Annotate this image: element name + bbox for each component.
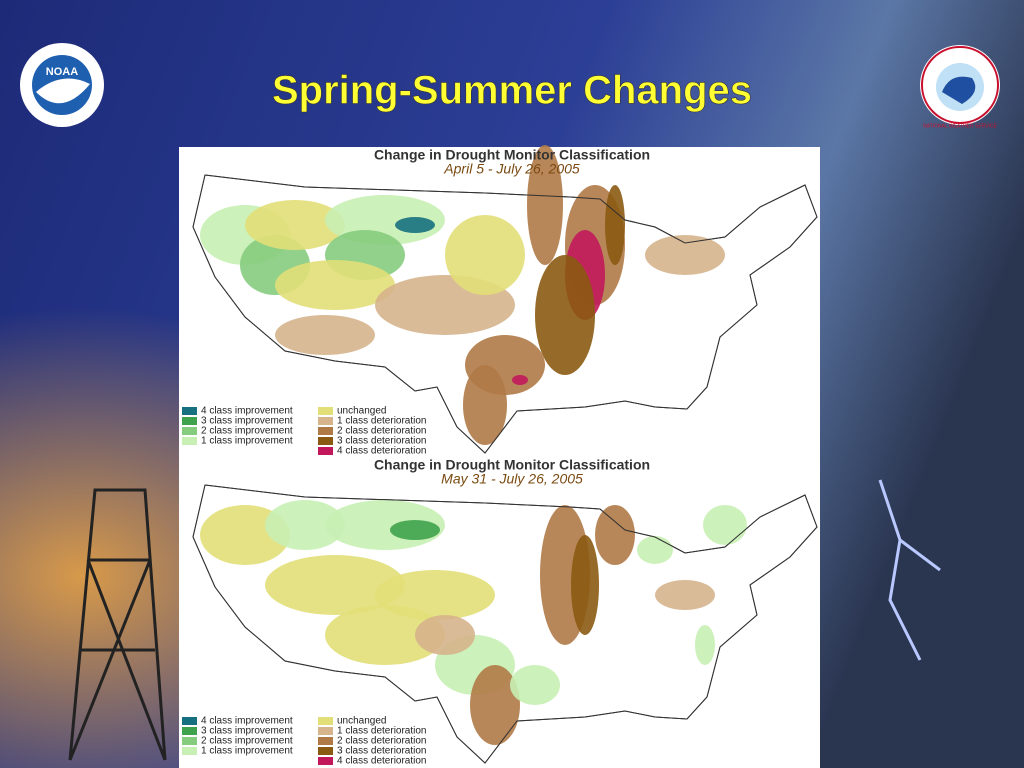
drought-region (245, 200, 345, 250)
nws-logo-text: NATIONAL WEATHER SERVICE (923, 123, 997, 129)
map-title: Change in Drought Monitor Classification (374, 147, 650, 163)
legend-swatch (182, 717, 197, 725)
legend-label: unchanged (337, 406, 387, 417)
legend-label: 4 class deterioration (337, 756, 427, 767)
legend-swatch (318, 737, 333, 745)
drought-region (265, 555, 405, 615)
drought-region (637, 536, 673, 564)
state-lines (192, 174, 818, 454)
legend-label: 1 class improvement (201, 436, 293, 447)
legend-label: 3 class deterioration (337, 436, 427, 447)
drought-region (571, 535, 599, 635)
legend-swatch (182, 437, 197, 445)
drought-region (463, 365, 507, 445)
drought-region (445, 215, 525, 295)
drought-region (535, 255, 595, 375)
legend-label: 3 class deterioration (337, 746, 427, 757)
drought-region (655, 580, 715, 610)
drought-map (192, 484, 818, 764)
legend-label: 4 class improvement (201, 406, 293, 417)
legend-swatch (182, 737, 197, 745)
maps: Change in Drought Monitor Classification… (182, 145, 818, 767)
drought-region (325, 605, 445, 665)
legend-swatch (182, 407, 197, 415)
legend-swatch (318, 757, 333, 765)
legend-label: 3 class improvement (201, 726, 293, 737)
legend-label: unchanged (337, 716, 387, 727)
map-subtitle: May 31 - July 26, 2005 (441, 471, 583, 487)
legend-swatch (182, 417, 197, 425)
drought-region (527, 145, 563, 265)
map-subtitle: April 5 - July 26, 2005 (443, 161, 580, 177)
legend-label: 1 class improvement (201, 746, 293, 757)
legend-label: 2 class improvement (201, 736, 293, 747)
drought-region (415, 615, 475, 655)
legend-label: 2 class deterioration (337, 736, 427, 747)
legend-swatch (318, 717, 333, 725)
tower (68, 488, 167, 761)
legend-label: 1 class deterioration (337, 726, 427, 737)
drought-region (470, 665, 520, 745)
legend-label: 4 class improvement (201, 716, 293, 727)
drought-region (512, 375, 528, 385)
legend-label: 2 class deterioration (337, 426, 427, 437)
legend-label: 1 class deterioration (337, 416, 427, 427)
drought-region (275, 315, 375, 355)
drought-region (595, 505, 635, 565)
noaa-logo: NOAA (20, 43, 104, 127)
state-lines (192, 484, 818, 764)
legend-label: 3 class improvement (201, 416, 293, 427)
drought-map (192, 145, 818, 454)
nws-logo: NATIONAL WEATHER SERVICE (920, 45, 1000, 129)
drought-region (645, 235, 725, 275)
lightning (878, 479, 941, 661)
legend-swatch (318, 437, 333, 445)
noaa-logo-text: NOAA (46, 66, 78, 78)
drought-region (695, 625, 715, 665)
drought-region (605, 185, 625, 265)
legend-swatch (318, 727, 333, 735)
drought-region (703, 505, 747, 545)
legend-swatch (182, 427, 197, 435)
drought-region (265, 500, 345, 550)
map-title: Change in Drought Monitor Classification (374, 457, 650, 473)
legend-swatch (318, 747, 333, 755)
legend-swatch (318, 447, 333, 455)
legend-swatch (182, 727, 197, 735)
legend-swatch (318, 407, 333, 415)
drought-region (390, 520, 440, 540)
slide-title: Spring-Summer Changes (272, 69, 752, 113)
legend-swatch (318, 427, 333, 435)
legend-label: 4 class deterioration (337, 446, 427, 457)
drought-region (395, 217, 435, 233)
drought-region (510, 665, 560, 705)
legend-label: 2 class improvement (201, 426, 293, 437)
drought-region (275, 260, 395, 310)
legend-swatch (182, 747, 197, 755)
legend-swatch (318, 417, 333, 425)
